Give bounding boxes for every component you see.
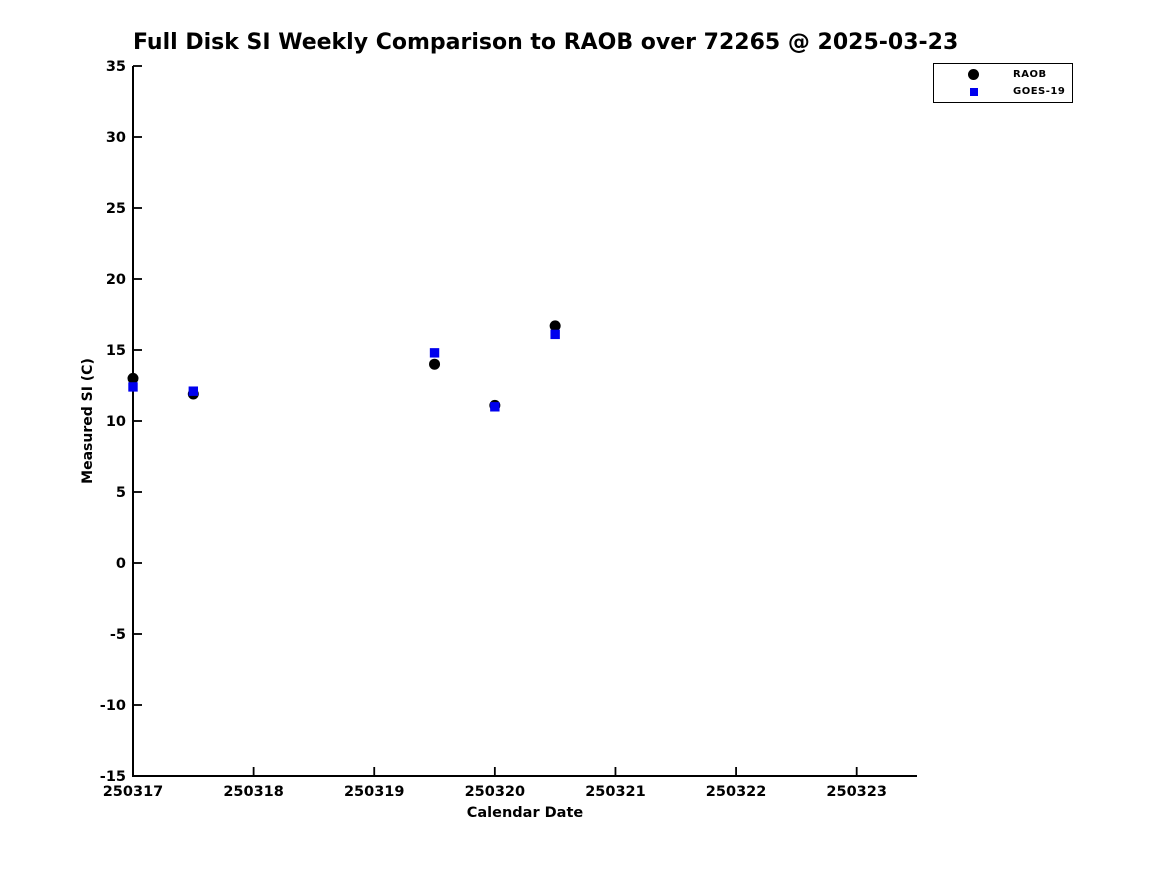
y-tick-label: 5: [116, 485, 126, 501]
y-tick-label: 25: [106, 201, 126, 217]
x-axis-label: Calendar Date: [466, 805, 584, 821]
x-tick-label: 250322: [706, 784, 767, 800]
legend-label-goes19: GOES-19: [1013, 86, 1066, 97]
y-tick-label: -5: [110, 627, 126, 643]
goes19-square-marker-icon: [969, 87, 978, 96]
y-tick-label: 15: [106, 343, 126, 359]
y-tick-label: 10: [106, 414, 126, 430]
y-tick-label: 0: [116, 556, 126, 572]
data-point-raob: [429, 358, 441, 370]
x-tick-label: 250321: [585, 784, 646, 800]
data-point-goes-19: [188, 386, 199, 396]
legend-item-raob: RAOB: [934, 66, 1072, 83]
data-point-goes-19: [550, 329, 560, 340]
legend: RAOB GOES-19: [933, 63, 1073, 103]
raob-circle-marker-icon: [968, 69, 979, 80]
x-tick-label: 250318: [223, 784, 284, 800]
legend-label-raob: RAOB: [1013, 69, 1047, 80]
legend-item-goes19: GOES-19: [934, 83, 1072, 100]
x-tick-label: 250317: [103, 784, 164, 800]
y-tick-label: 20: [106, 272, 126, 288]
axes-layer: -15 -10 -5 0 5 10 15 20 25 30 35 250317 250318 250319…: [100, 59, 917, 800]
legend-marker-cell: [934, 69, 1013, 80]
y-tick-label: -10: [100, 698, 126, 714]
y-tick-label: 30: [106, 130, 126, 146]
data-point-raob: [549, 320, 561, 332]
data-point-goes-19: [128, 382, 138, 392]
data-point-goes-19: [490, 402, 500, 412]
y-tick-label: 35: [106, 59, 126, 75]
data-point-goes-19: [429, 348, 440, 358]
y-axis-label: Measured SI (C): [80, 358, 96, 484]
x-tick-label: 250320: [465, 784, 526, 800]
data-points-layer: [127, 320, 561, 412]
y-tick-label: -15: [100, 769, 126, 785]
x-tick-label: 250323: [826, 784, 887, 800]
legend-marker-cell: [934, 87, 1013, 96]
chart-title: Full Disk SI Weekly Comparison to RAOB o…: [133, 30, 959, 55]
data-point-raob: [127, 372, 139, 384]
x-tick-label: 250319: [344, 784, 405, 800]
